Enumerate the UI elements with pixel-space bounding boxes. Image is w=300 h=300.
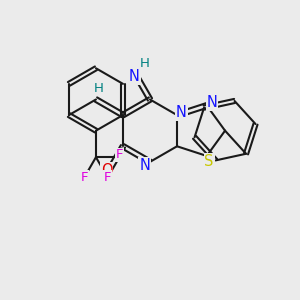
Text: F: F bbox=[104, 171, 111, 184]
Text: O: O bbox=[101, 163, 112, 178]
Text: H: H bbox=[140, 57, 150, 70]
Text: H: H bbox=[94, 82, 104, 95]
Text: F: F bbox=[116, 148, 123, 161]
Text: F: F bbox=[80, 171, 88, 184]
Text: N: N bbox=[176, 105, 187, 120]
Text: S: S bbox=[204, 154, 214, 169]
Text: N: N bbox=[207, 95, 218, 110]
Text: N: N bbox=[139, 158, 150, 173]
Text: N: N bbox=[129, 69, 140, 84]
